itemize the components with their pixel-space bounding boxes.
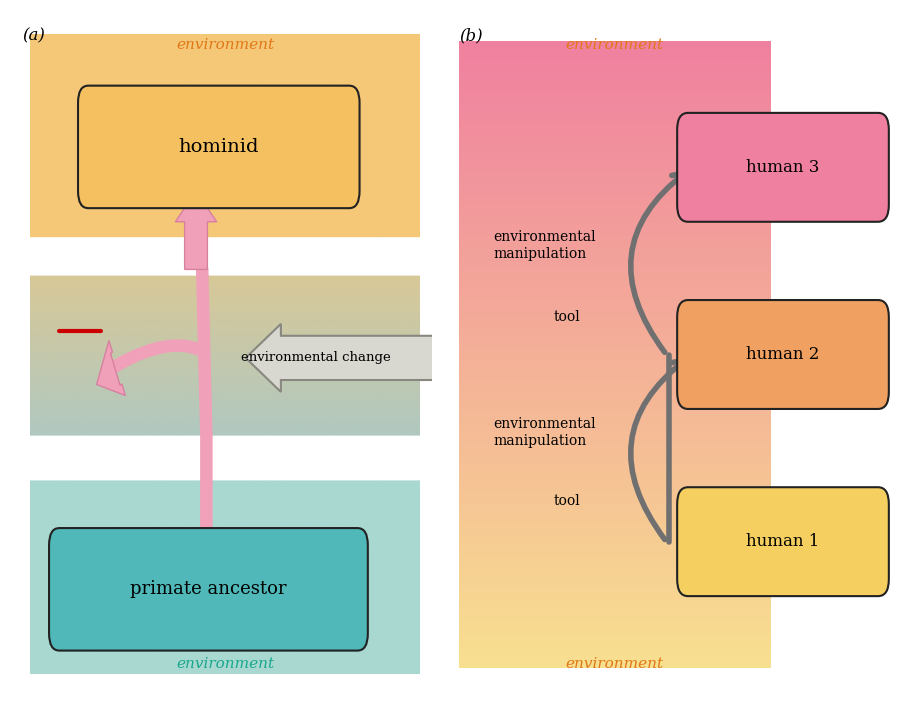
- FancyBboxPatch shape: [677, 487, 889, 596]
- FancyBboxPatch shape: [50, 528, 368, 651]
- FancyArrow shape: [96, 340, 125, 396]
- FancyBboxPatch shape: [677, 113, 889, 222]
- FancyBboxPatch shape: [677, 300, 889, 409]
- Text: human 1: human 1: [746, 533, 820, 550]
- FancyArrow shape: [176, 191, 217, 269]
- Text: primate ancestor: primate ancestor: [130, 581, 287, 598]
- Text: (a): (a): [22, 28, 45, 45]
- FancyArrow shape: [246, 324, 453, 392]
- Text: environment: environment: [176, 657, 274, 671]
- Text: environment: environment: [565, 38, 663, 52]
- Text: environmental
manipulation: environmental manipulation: [493, 230, 596, 261]
- Text: human 3: human 3: [746, 159, 820, 176]
- Text: environment: environment: [176, 38, 274, 52]
- Text: environment: environment: [565, 657, 663, 671]
- Text: hominid: hominid: [178, 138, 259, 156]
- Text: human 2: human 2: [746, 346, 820, 363]
- Text: environmental change: environmental change: [241, 352, 391, 364]
- Text: (b): (b): [459, 28, 482, 45]
- Text: tool: tool: [554, 310, 580, 324]
- Text: environmental
manipulation: environmental manipulation: [493, 417, 596, 448]
- Text: tool: tool: [554, 494, 580, 508]
- FancyBboxPatch shape: [78, 86, 360, 208]
